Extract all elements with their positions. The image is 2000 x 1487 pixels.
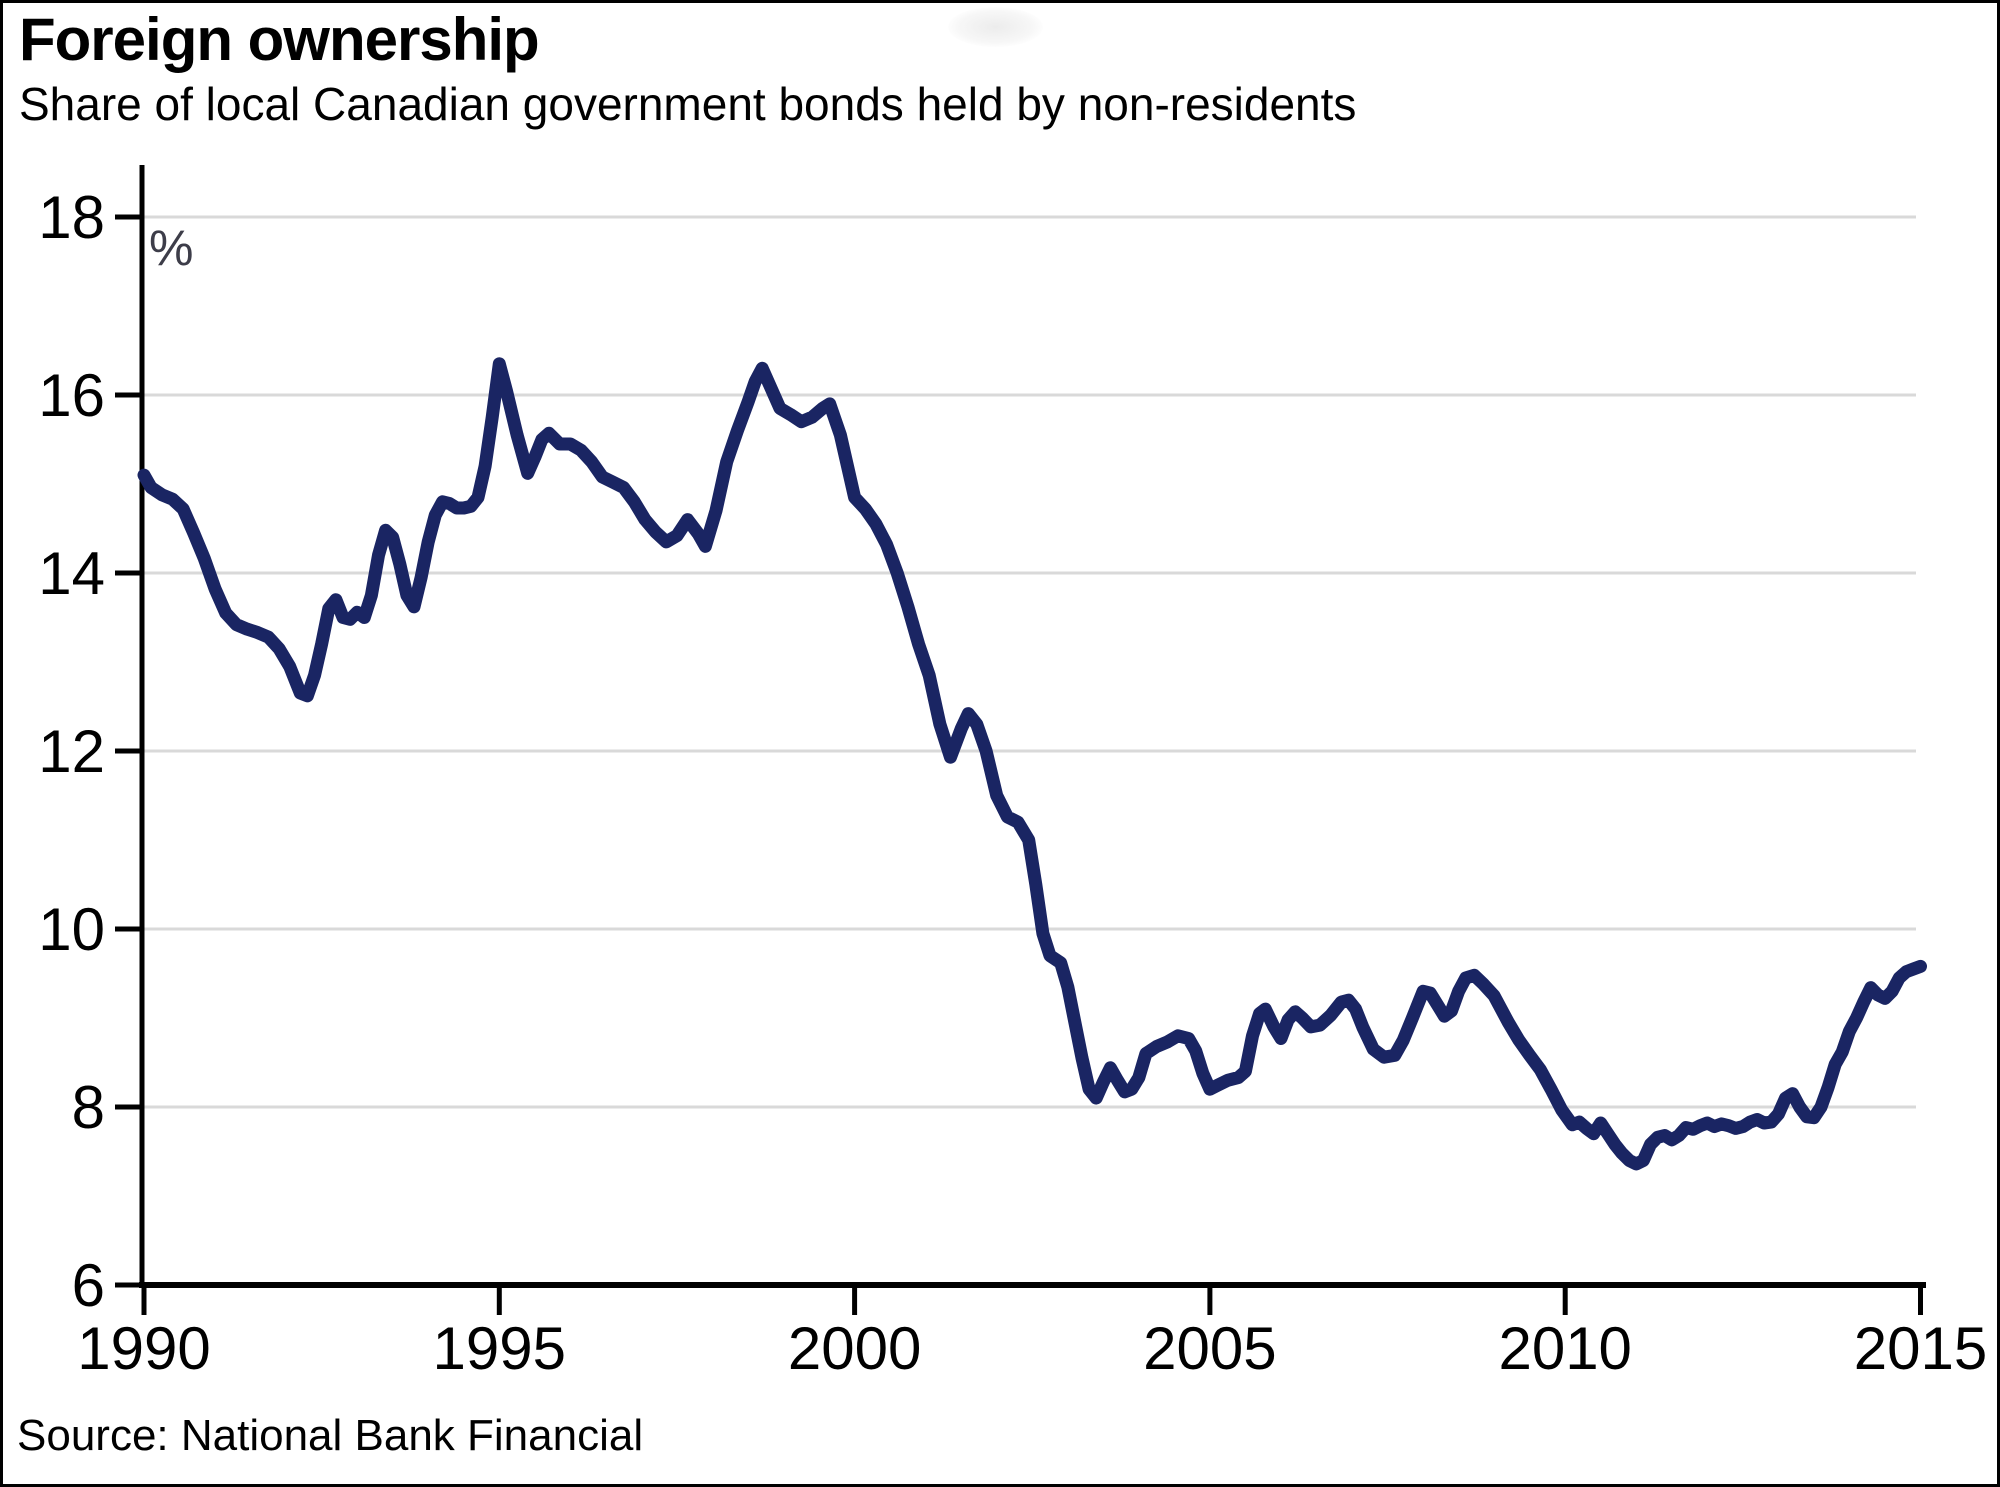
source-note: Source: National Bank Financial (17, 1411, 644, 1460)
y-tick-label-14: 14 (38, 540, 105, 607)
percent-unit-label: % (149, 220, 193, 276)
x-tick-label-2000: 2000 (788, 1315, 921, 1382)
chart-title: Foreign ownership (19, 6, 540, 73)
y-tick-label-10: 10 (38, 896, 105, 963)
chart-subtitle: Share of local Canadian government bonds… (19, 78, 1357, 130)
y-tick-label-16: 16 (38, 362, 105, 429)
x-tick-label-1995: 1995 (433, 1315, 566, 1382)
y-tick-label-12: 12 (38, 718, 105, 785)
x-tick-label-2015: 2015 (1854, 1315, 1987, 1382)
data-line (137, 357, 1927, 1171)
watermark-artifact (948, 7, 1043, 47)
y-tick-label-6: 6 (72, 1252, 105, 1319)
x-tick-label-1990: 1990 (77, 1315, 210, 1382)
y-tick-label-8: 8 (72, 1074, 105, 1141)
y-tick-label-18: 18 (38, 184, 105, 251)
x-tick-label-2005: 2005 (1143, 1315, 1276, 1382)
x-tick-label-2010: 2010 (1498, 1315, 1631, 1382)
